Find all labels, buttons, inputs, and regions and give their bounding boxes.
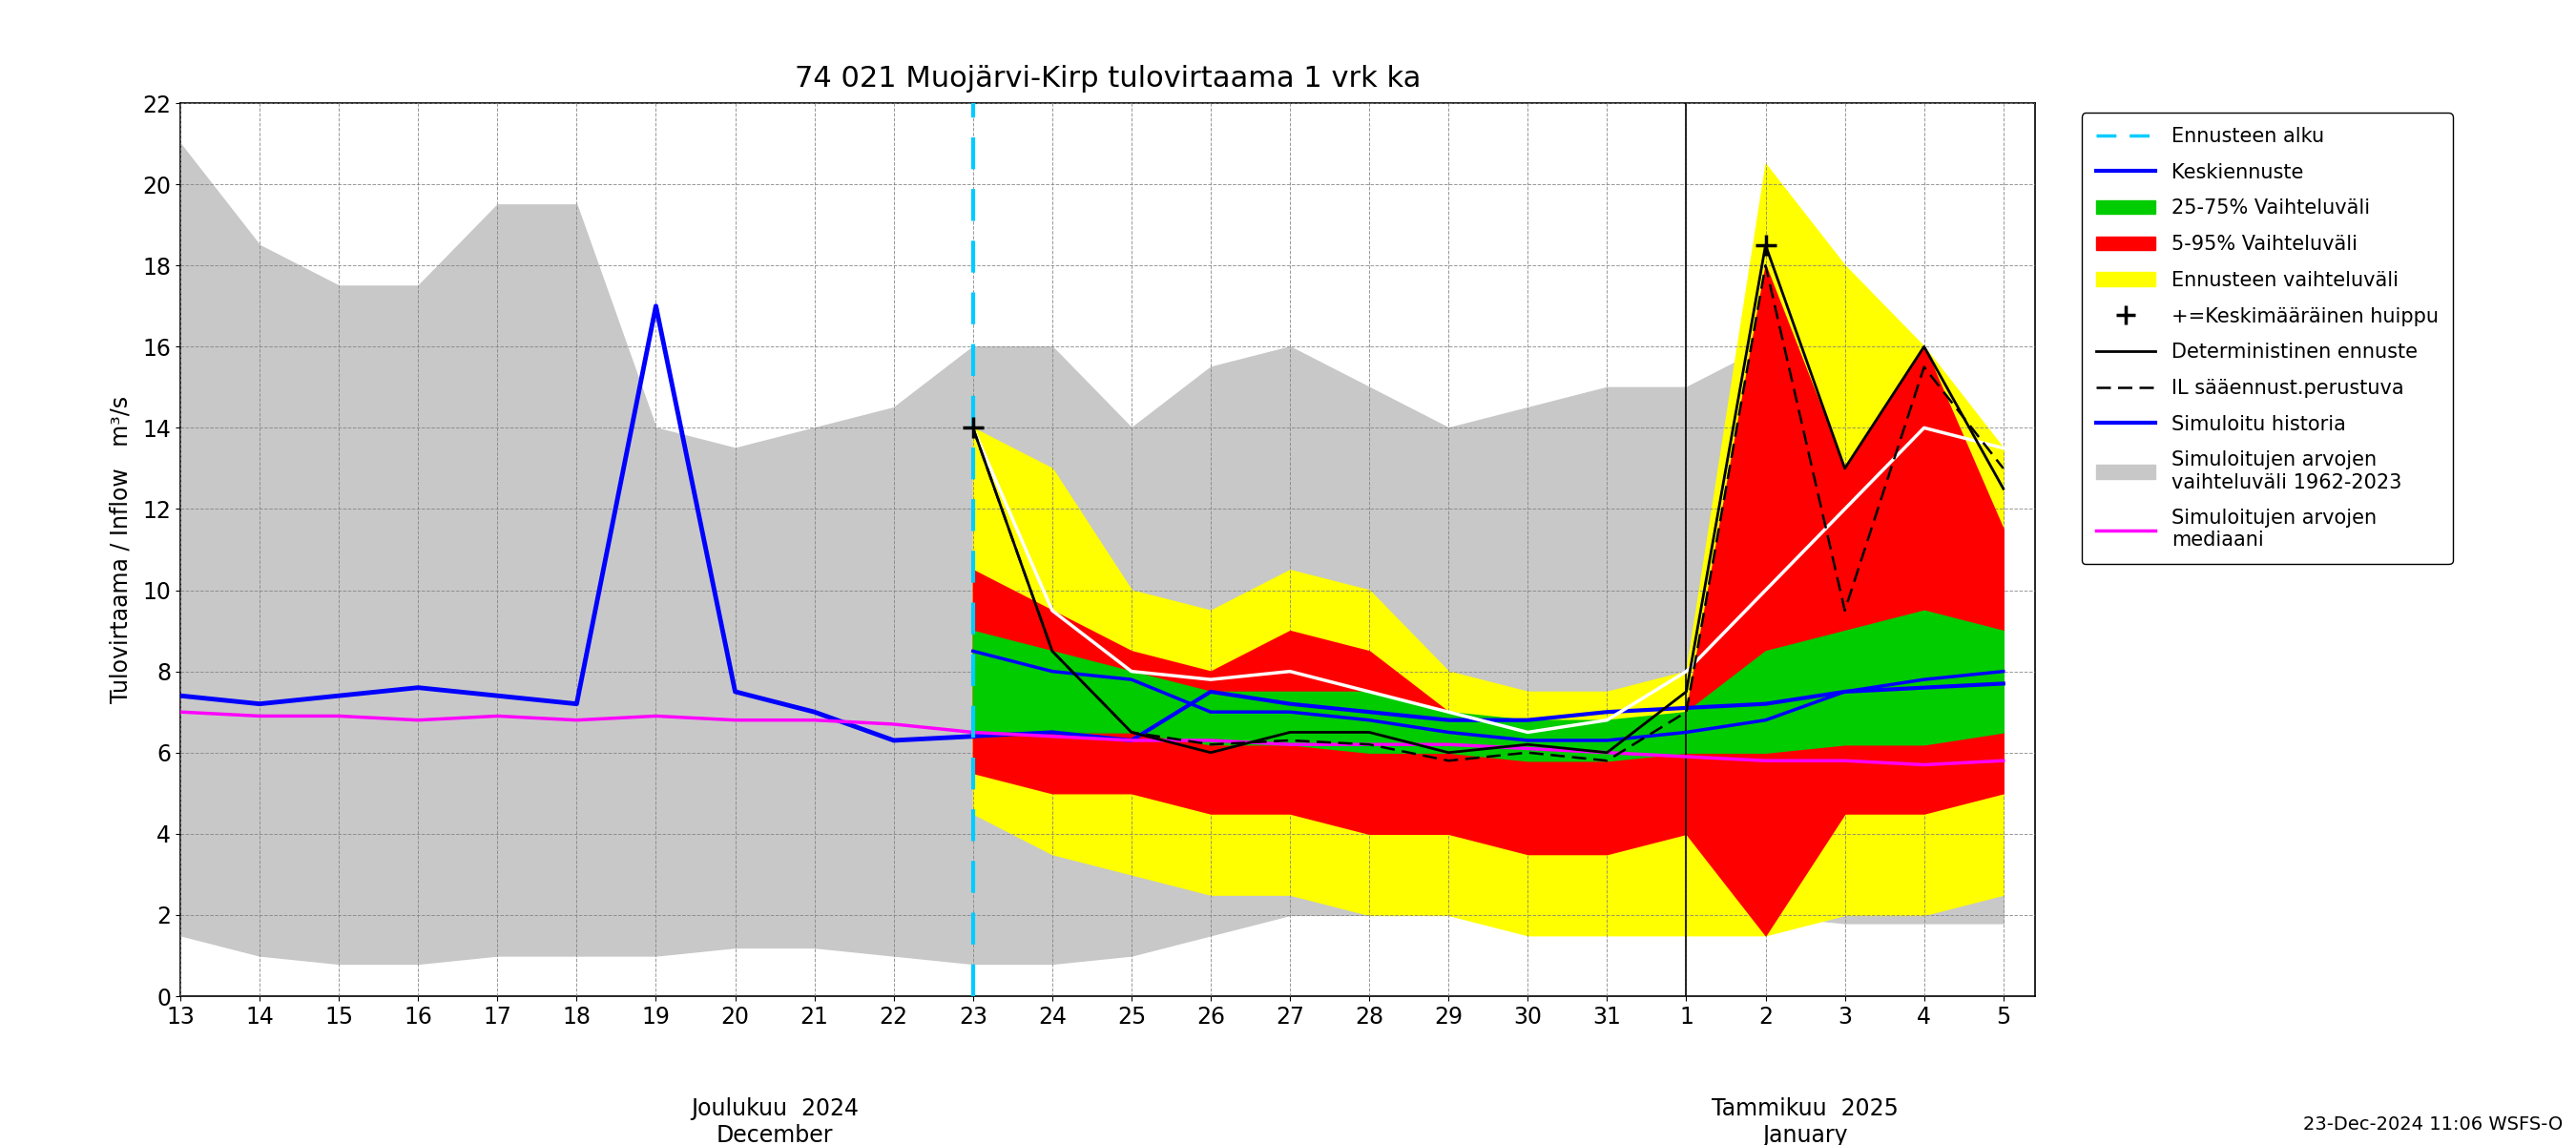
Text: Tammikuu  2025
January: Tammikuu 2025 January: [1710, 1098, 1899, 1145]
Y-axis label: Tulovirtaama / Inflow   m³/s: Tulovirtaama / Inflow m³/s: [108, 396, 131, 703]
Title: 74 021 Muojärvi-Kirp tulovirtaama 1 vrk ka: 74 021 Muojärvi-Kirp tulovirtaama 1 vrk …: [793, 65, 1422, 93]
Text: 23-Dec-2024 11:06 WSFS-O: 23-Dec-2024 11:06 WSFS-O: [2303, 1115, 2563, 1134]
Legend: Ennusteen alku, Keskiennuste, 25-75% Vaihteluväli, 5-95% Vaihteluväli, Ennusteen: Ennusteen alku, Keskiennuste, 25-75% Vai…: [2081, 113, 2452, 564]
Text: Joulukuu  2024
December: Joulukuu 2024 December: [690, 1098, 858, 1145]
